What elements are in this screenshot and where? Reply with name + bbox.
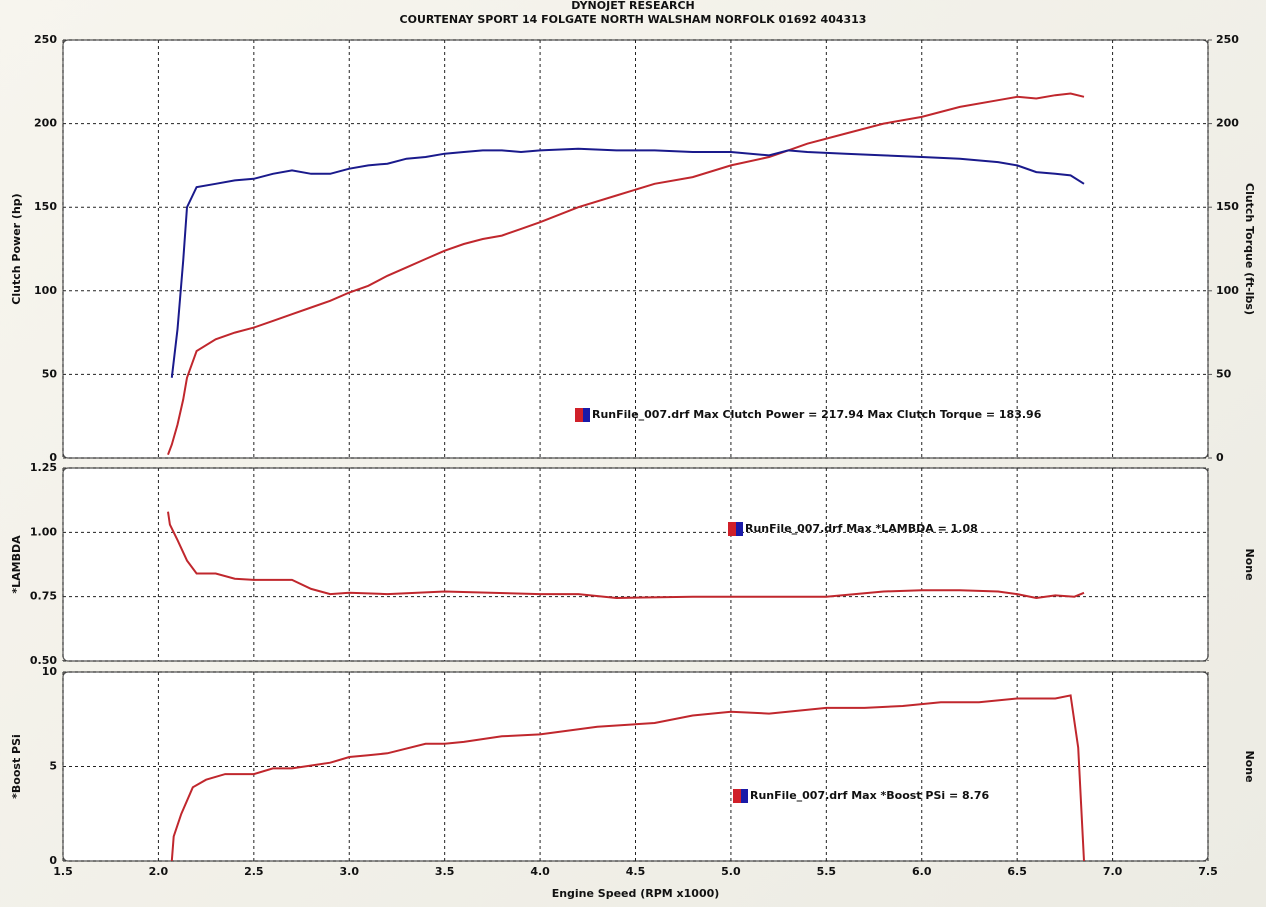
y-tick-label: 0 bbox=[49, 854, 57, 867]
x-tick-label: 7.5 bbox=[1198, 865, 1218, 878]
x-tick-label: 5.0 bbox=[721, 865, 741, 878]
y-tick-label: 5 bbox=[49, 760, 57, 773]
y-tick-label: 10 bbox=[42, 665, 58, 678]
y-tick-label: 1.25 bbox=[30, 461, 57, 474]
x-tick-label: 5.5 bbox=[817, 865, 837, 878]
x-tick-label: 4.5 bbox=[626, 865, 646, 878]
y-axis-label: *LAMBDA bbox=[10, 535, 23, 594]
x-tick-label: 7.0 bbox=[1103, 865, 1123, 878]
y-tick-label: 0 bbox=[49, 451, 57, 464]
chart-title: DYNOJET RESEARCH bbox=[571, 0, 694, 12]
y2-tick-label: 200 bbox=[1216, 117, 1239, 130]
data-line bbox=[170, 694, 1085, 862]
x-tick-label: 2.5 bbox=[244, 865, 264, 878]
chart-subtitle: COURTENAY SPORT 14 FOLGATE NORTH WALSHAM… bbox=[400, 13, 867, 26]
data-line bbox=[167, 92, 1085, 456]
y-tick-label: 200 bbox=[34, 117, 57, 130]
x-tick-label: 4.0 bbox=[530, 865, 550, 878]
y2-tick-label: 50 bbox=[1216, 367, 1232, 380]
legend-icon bbox=[728, 522, 736, 536]
annotation: RunFile_007.drf Max *LAMBDA = 1.08 bbox=[745, 522, 978, 535]
legend-icon bbox=[733, 789, 741, 803]
y2-tick-label: 0 bbox=[1216, 451, 1224, 464]
y-tick-label: 50 bbox=[42, 367, 58, 380]
y-tick-label: 1.00 bbox=[30, 525, 57, 538]
y2-axis-label: Clutch Torque (ft-lbs) bbox=[1243, 183, 1256, 315]
y-tick-label: 0.50 bbox=[30, 654, 57, 667]
y-axis-label: *Boost PSi bbox=[10, 734, 23, 799]
y2-tick-label: 250 bbox=[1216, 33, 1239, 46]
legend-icon bbox=[741, 789, 748, 803]
x-tick-label: 3.0 bbox=[340, 865, 360, 878]
x-tick-label: 3.5 bbox=[435, 865, 455, 878]
legend-icon bbox=[575, 408, 583, 422]
x-tick-label: 1.5 bbox=[53, 865, 73, 878]
y-tick-label: 250 bbox=[34, 33, 57, 46]
x-axis-label: Engine Speed (RPM x1000) bbox=[552, 887, 720, 900]
legend-icon bbox=[736, 522, 743, 536]
y2-tick-label: 150 bbox=[1216, 200, 1239, 213]
x-tick-label: 6.0 bbox=[912, 865, 932, 878]
x-tick-label: 2.0 bbox=[149, 865, 169, 878]
y-tick-label: 100 bbox=[34, 284, 57, 297]
annotation: RunFile_007.drf Max Clutch Power = 217.9… bbox=[592, 408, 1042, 421]
y2-axis-label: None bbox=[1243, 750, 1256, 782]
y2-axis-label: None bbox=[1243, 548, 1256, 580]
y-tick-label: 150 bbox=[34, 200, 57, 213]
legend-icon bbox=[583, 408, 590, 422]
annotation: RunFile_007.drf Max *Boost PSi = 8.76 bbox=[750, 789, 989, 802]
y-axis-label: Clutch Power (hp) bbox=[10, 193, 23, 304]
data-line bbox=[167, 511, 1085, 600]
y2-tick-label: 100 bbox=[1216, 284, 1239, 297]
data-line bbox=[170, 147, 1085, 378]
y-tick-label: 0.75 bbox=[30, 590, 57, 603]
x-tick-label: 6.5 bbox=[1007, 865, 1027, 878]
